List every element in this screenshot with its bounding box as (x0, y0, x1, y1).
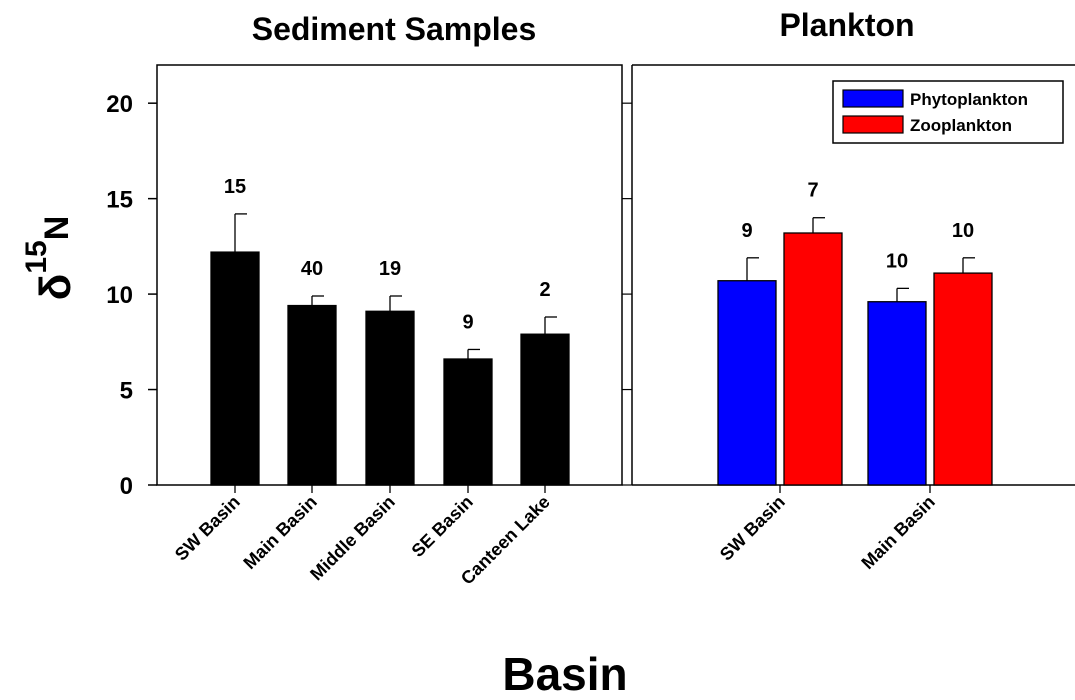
legend-swatch-zooplankton (842, 115, 904, 134)
right-x-tick-label-0: SW Basin (716, 492, 789, 565)
right-x-tick-label-1: Main Basin (857, 492, 938, 573)
right-1-1-bar (933, 272, 993, 486)
y-axis-label: δ15N (20, 216, 80, 301)
right-0-1-n-label: 7 (807, 180, 818, 202)
left-y-tick-label-3: 15 (106, 187, 133, 214)
left-4-n-label: 2 (539, 279, 550, 301)
left-0-n-label: 15 (224, 176, 246, 198)
right-y-axis (622, 102, 632, 486)
legend-label-phytoplankton: Phytoplankton (910, 90, 1028, 109)
right-1-0-bar (867, 301, 927, 486)
right-0-0-bar (717, 280, 777, 486)
x-axis-label: Basin (502, 648, 627, 700)
left-3-bar (443, 358, 493, 486)
right-0-1-bar (783, 232, 843, 486)
left-y-tick-label-4: 20 (106, 91, 133, 118)
legend-swatch-phytoplankton (842, 89, 904, 108)
left-x-tick-label-0: SW Basin (171, 492, 244, 565)
right-0-0-n-label: 9 (741, 220, 752, 242)
left-panel-title: Sediment Samples (252, 11, 537, 47)
left-y-tick-label-1: 5 (120, 378, 133, 405)
svg-text:δ15N: δ15N (20, 216, 80, 301)
left-3-n-label: 9 (462, 311, 473, 333)
y-axis-label-subscript: N (38, 216, 76, 241)
left-4-bar (520, 333, 570, 486)
left-x-tick-label-3: SE Basin (408, 492, 477, 561)
left-y-tick-label-2: 10 (106, 282, 133, 309)
left-2-n-label: 19 (379, 258, 401, 280)
left-y-axis: 0 5 10 15 20 (106, 91, 157, 500)
right-1-1-n-label: 10 (952, 220, 974, 242)
y-axis-label-symbol: δ (31, 274, 80, 301)
left-0-bar (210, 251, 260, 486)
left-1-n-label: 40 (301, 258, 323, 280)
y-axis-label-superscript: 15 (20, 240, 53, 273)
right-panel-bars: 9 7 SW Basin 10 10 Main Basin (716, 180, 993, 573)
legend-label-zooplankton: Zooplankton (910, 116, 1012, 135)
legend: Phytoplankton Zooplankton (832, 80, 1064, 144)
right-1-0-n-label: 10 (886, 250, 908, 272)
right-panel-title: Plankton (779, 7, 914, 43)
left-y-tick-label-0: 0 (120, 473, 133, 500)
left-2-bar (365, 310, 415, 486)
left-1-bar (287, 304, 337, 486)
left-x-tick-label-1: Main Basin (239, 492, 320, 573)
